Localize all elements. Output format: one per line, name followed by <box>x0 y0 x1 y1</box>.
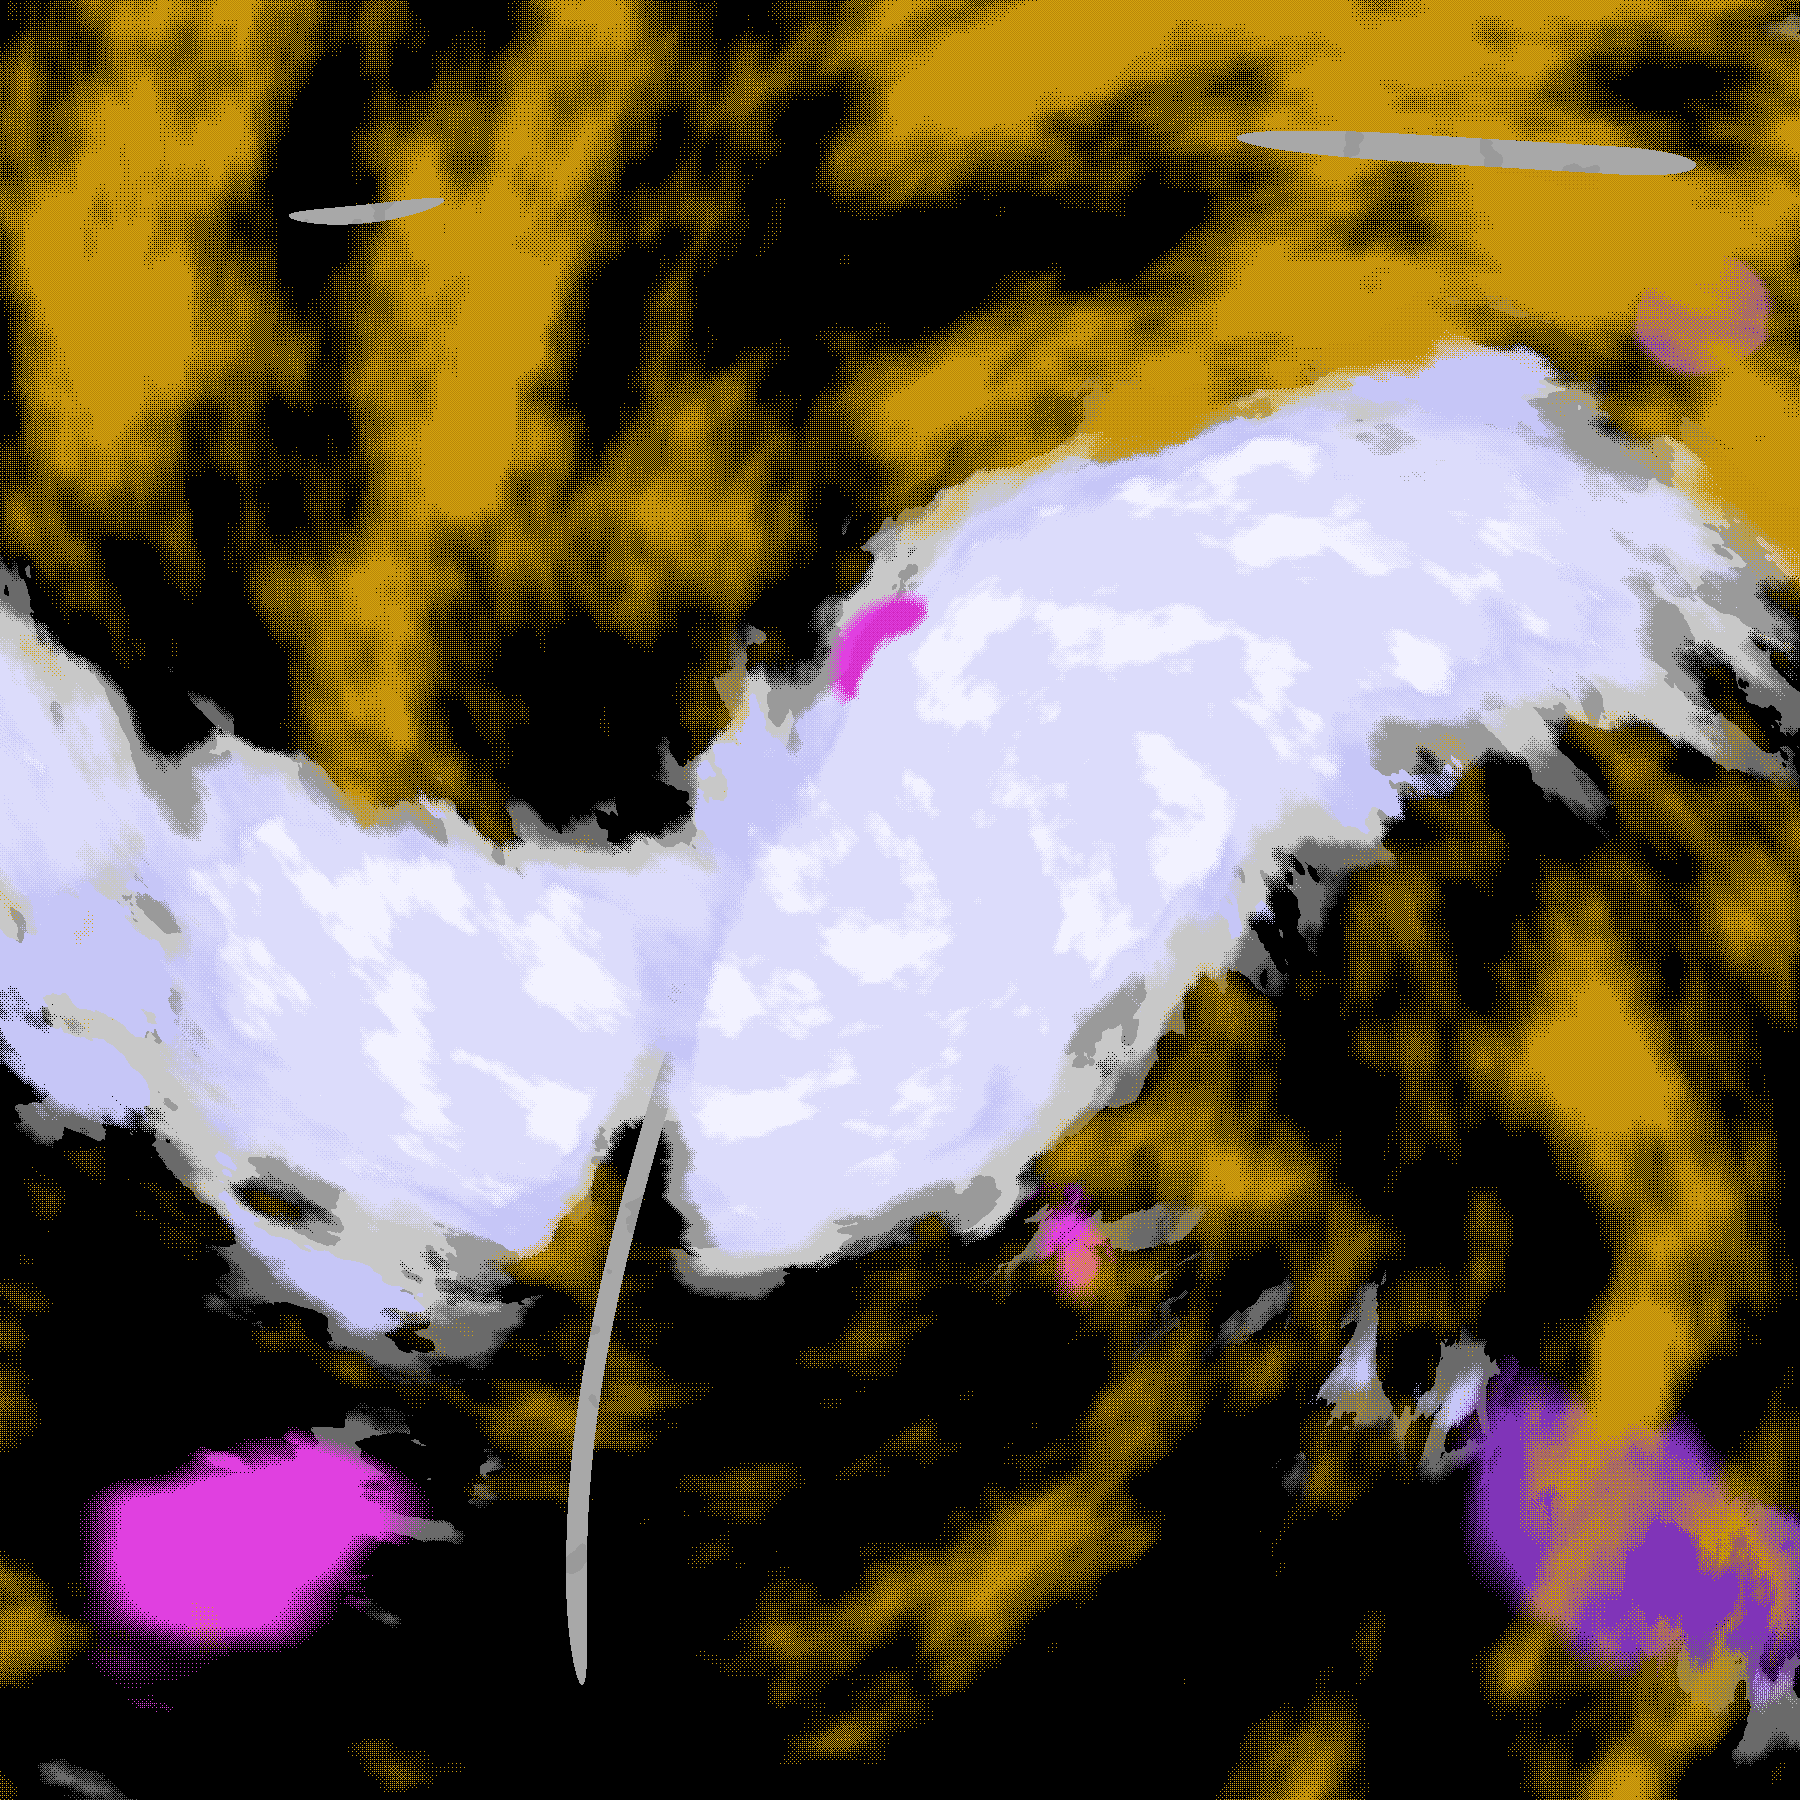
false-color-raster <box>0 0 1800 1800</box>
satellite-image-canvas <box>0 0 1800 1800</box>
